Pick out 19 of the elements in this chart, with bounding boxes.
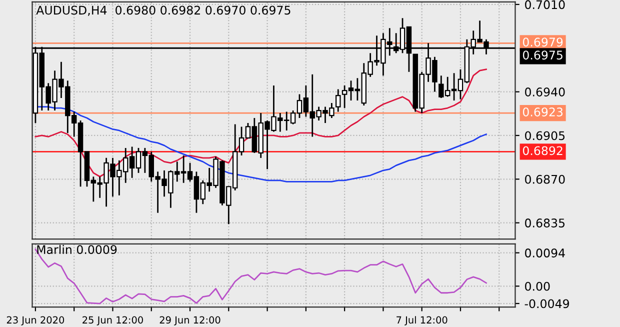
y-tick-label: 0.00 [525, 282, 550, 291]
chart-title: Marlin 0.0009 [37, 244, 117, 254]
y-tick-label: 0.0094 [525, 248, 565, 258]
ref-line-label: 0.6923 [522, 108, 563, 116]
candlestick [336, 88, 341, 112]
y-tick-label: -0.0049 [524, 299, 569, 308]
x-tick-label: 23 Jun 2020 [6, 316, 64, 326]
y-tick-label: 0.6905 [525, 131, 565, 140]
ref-line-label: 0.6892 [522, 146, 562, 156]
x-tick-label: 7 Jul 12:00 [396, 316, 448, 326]
x-tick-label: 25 Jun 12:00 [82, 316, 143, 326]
y-tick-label: 0.6870 [525, 174, 565, 184]
y-tick-label: 0.7010 [525, 0, 565, 10]
chart-title: AUDUSD,H4 0.6980 0.6982 0.6970 0.6975 [36, 6, 290, 16]
ref-line-label: 0.6979 [522, 38, 563, 47]
y-tick-label: 0.6940 [525, 88, 565, 96]
y-tick-label: 0.6835 [525, 218, 565, 228]
ref-line-label: 0.6975 [522, 50, 562, 60]
x-tick-label: 29 Jun 12:00 [160, 316, 220, 326]
